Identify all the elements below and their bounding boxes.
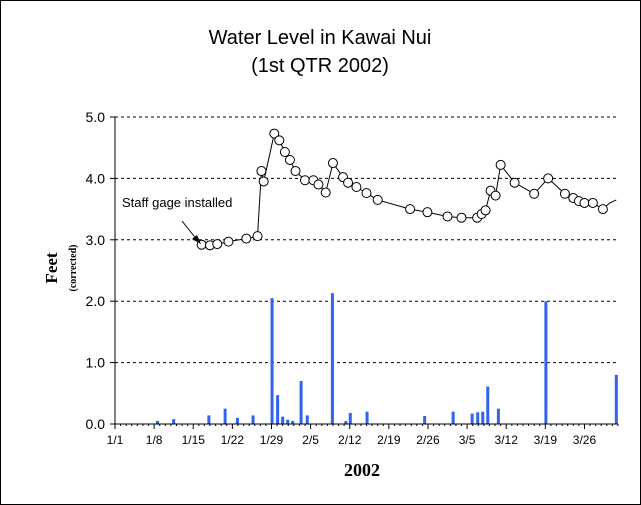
annotation-arrow [181,220,201,244]
x-tick-label: 1/29 [260,433,284,447]
rainfall-bar [330,293,334,424]
water-level-marker [279,146,290,157]
water-level-marker [579,197,590,208]
x-tick-label: 1/1 [107,433,124,447]
water-level-marker [327,158,338,169]
y-tick-label: 4.0 [86,170,106,186]
x-axis-ticks: 1/1 1/8 1/15 1/22 1/29 2/5 2/12 2/19 2/26 3/5 3/12… [107,424,619,447]
chart-title: Water Level in Kawai Nui [209,27,432,49]
rainfall-bar [348,412,352,424]
rainfall-bar [281,416,285,424]
chart-subtitle: (1st QTR 2002) [251,55,389,77]
x-tick-label: 1/22 [221,433,245,447]
rainfall-bar [365,411,369,424]
water-level-marker [212,239,223,250]
water-level-marker [456,212,467,223]
water-level-marker [274,135,285,146]
water-level-marker [284,154,295,165]
water-level-marker [543,173,554,184]
water-level-marker [351,181,362,192]
rainfall-bar [451,411,455,424]
y-tick-label: 3.0 [86,232,106,248]
y-tick-label: 1.0 [86,355,106,371]
gridlines [115,116,618,364]
rainfall-bar [223,408,227,424]
y-tick-label: 0.0 [86,416,106,432]
rainfall-bar [486,386,490,424]
water-level-marker [480,205,491,216]
water-level-marker [442,211,453,222]
water-level-marker [587,197,598,208]
rainfall-bar [476,412,480,424]
water-level-marker [252,231,263,242]
water-level-marker [490,190,501,201]
x-tick-label: 1/8 [146,433,163,447]
water-level-marker [372,194,383,205]
water-level-marker [405,204,416,215]
rainfall-bar [614,374,618,424]
x-tick-label: 3/12 [495,433,519,447]
water-level-marker [256,166,267,177]
water-level-marker [241,233,252,244]
y-tick-label: 5.0 [86,109,106,125]
water-level-marker [269,128,280,139]
water-level-marker [495,159,506,170]
water-level-marker [559,188,570,199]
rainfall-bar [270,298,274,424]
x-tick-label: 3/19 [534,433,558,447]
x-tick-label: 2/5 [302,433,319,447]
rainfall-bar [207,415,211,424]
water-level-marker [300,175,311,186]
water-level-marker [509,177,520,188]
water-level-marker [290,166,301,177]
x-tick-label: 2/19 [377,433,401,447]
x-tick-label: 1/15 [182,433,206,447]
rainfall-bar [481,411,485,424]
water-level-marker [529,188,540,199]
y-axis-sublabel: (corrected) [68,244,79,291]
x-tick-label: 2/26 [416,433,440,447]
x-axis-label: 2002 [344,460,380,480]
y-axis-ticks: 0.0 1.0 2.0 3.0 4.0 5.0 [86,109,115,432]
y-axis-label: Feet [42,252,61,283]
rainfall-bar [344,420,348,424]
water-level-line [201,132,617,246]
rainfall-bar [155,420,159,424]
water-level-marker [343,177,354,188]
x-tick-label: 2/12 [338,433,362,447]
x-tick-label: 3/5 [459,433,476,447]
water-level-marker [597,204,608,215]
y-tick-label: 2.0 [86,293,106,309]
rainfall-bar [470,413,474,424]
rainfall-bar [496,408,500,424]
rainfall-bar [305,415,309,424]
staff-gage-annotation: Staff gage installed [122,195,232,210]
water-level-marker [361,188,372,199]
water-level-marker [313,179,324,190]
rainfall-bar [286,419,290,424]
water-level-marker [223,236,234,247]
x-tick-label: 3/26 [573,433,597,447]
rainfall-bar [235,417,239,424]
rainfall-bar [291,420,295,424]
rainfall-bar [544,301,548,424]
water-level-series [196,128,617,251]
rainfall-bar [423,416,427,424]
water-level-marker [320,187,331,198]
rainfall-bar [251,415,255,424]
water-level-marker [258,176,269,187]
rainfall-bar [276,395,280,424]
rainfall-bars [155,293,618,424]
water-level-marker [422,207,433,218]
rainfall-bar [172,419,176,424]
rainfall-bar [299,381,303,424]
